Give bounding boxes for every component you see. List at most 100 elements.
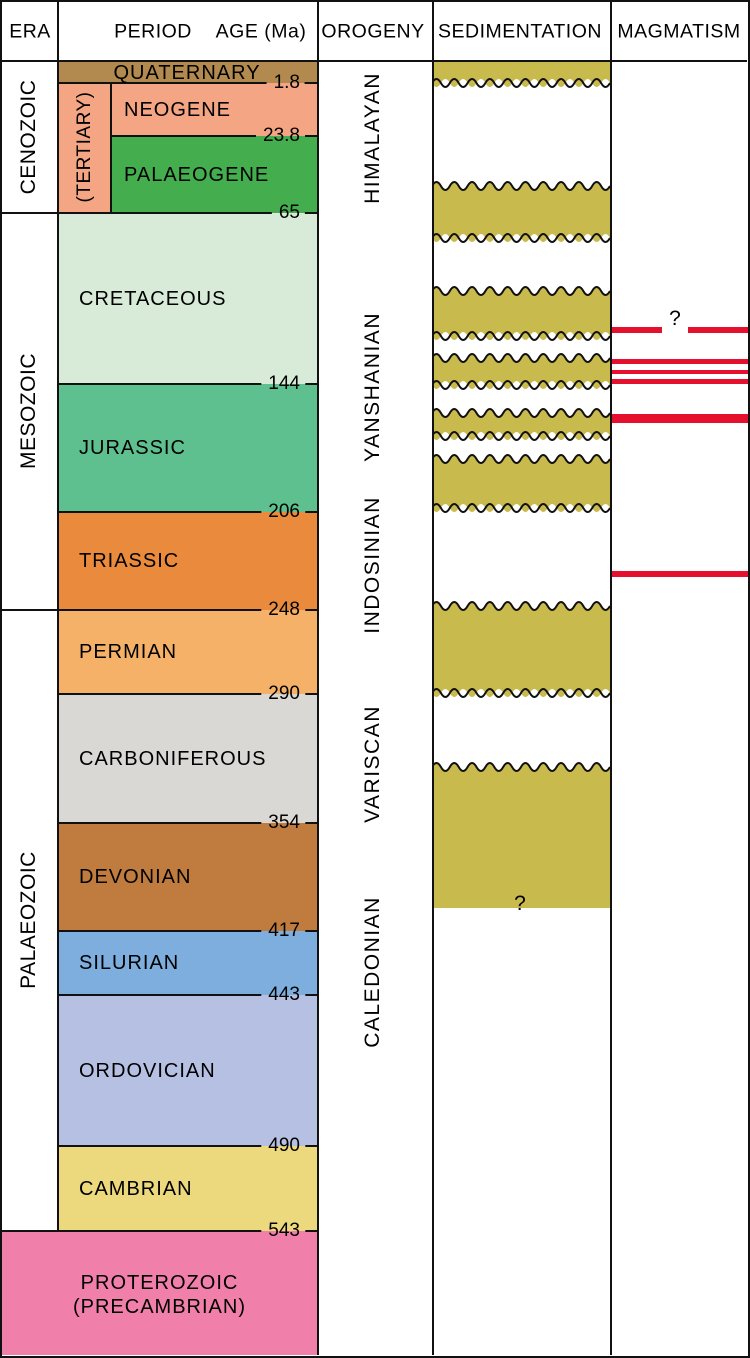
divider-horizontal <box>57 994 317 996</box>
magmatism-bar <box>611 379 748 384</box>
period-block-cambrian <box>57 1145 317 1230</box>
divider-vertical <box>57 2 59 1230</box>
divider-horizontal <box>57 511 317 513</box>
sediment-wavy-edge <box>432 181 610 191</box>
sediment-wavy-edge <box>432 331 610 341</box>
magmatism-question-mark: ? <box>662 306 688 333</box>
sediment-block <box>432 409 610 440</box>
header-period: PERIOD <box>114 20 192 43</box>
age-label-144: 144 <box>261 373 305 395</box>
divider-vertical <box>610 2 612 1355</box>
magmatism-bar <box>611 370 748 374</box>
sediment-block <box>432 354 610 389</box>
period-label-triassic: TRIASSIC <box>79 550 180 572</box>
period-block-jurassic <box>57 383 317 511</box>
period-block-palaeogene <box>110 135 317 212</box>
period-block-tertiary <box>57 82 110 212</box>
proterozoic-line1: PROTEROZOIC <box>80 1271 239 1294</box>
period-label-tertiary: (TERTIARY) <box>73 91 95 203</box>
header-age-ma: AGE (Ma) <box>215 20 307 43</box>
sediment-wavy-edge <box>432 454 610 464</box>
sediment-wavy-edge <box>432 762 610 772</box>
sediment-block <box>432 287 610 340</box>
header-era: ERA <box>9 20 51 43</box>
period-label-carboniferous: CARBONIFEROUS <box>79 747 267 770</box>
period-label-neogene: NEOGENE <box>124 98 232 121</box>
age-label-206: 206 <box>261 501 305 523</box>
sediment-wavy-edge <box>432 233 610 243</box>
divider-horizontal <box>57 609 317 611</box>
divider-horizontal <box>57 822 317 824</box>
period-block-proterozoic <box>2 1230 317 1355</box>
proterozoic-line2: (PRECAMBRIAN) <box>72 1295 246 1318</box>
divider-horizontal <box>57 1145 317 1147</box>
sediment-block <box>432 182 610 242</box>
sediment-wavy-edge <box>432 380 610 390</box>
sediment-question-mark: ? <box>514 892 526 915</box>
magmatism-bar <box>611 414 748 423</box>
period-block-ordovician <box>57 994 317 1145</box>
age-label-290: 290 <box>261 683 305 705</box>
age-label-248: 248 <box>261 599 305 621</box>
period-label-cretaceous: CRETACEOUS <box>79 287 227 310</box>
divider-vertical <box>432 2 434 1355</box>
divider-horizontal <box>57 82 317 84</box>
period-block-carboniferous <box>57 693 317 822</box>
sediment-wavy-edge <box>432 78 610 88</box>
period-block-devonian <box>57 822 317 930</box>
magmatism-bar <box>611 571 748 577</box>
period-block-quaternary <box>57 62 317 82</box>
divider-vertical <box>317 2 319 1355</box>
divider-horizontal <box>2 609 59 611</box>
divider-horizontal <box>57 383 317 385</box>
divider-horizontal <box>57 1230 317 1232</box>
sediment-block <box>432 602 610 697</box>
orogeny-label-caledonian: CALEDONIAN <box>361 896 384 1048</box>
sediment-block <box>432 455 610 512</box>
orogeny-label-indosinian: INDOSINIAN <box>361 496 384 634</box>
age-label-354: 354 <box>261 812 305 834</box>
period-label-jurassic: JURASSIC <box>79 437 186 459</box>
divider-horizontal <box>2 60 747 62</box>
divider-horizontal <box>57 212 317 214</box>
age-label-417: 417 <box>261 920 305 942</box>
period-label-devonian: DEVONIAN <box>79 866 192 888</box>
period-label-ordovician: ORDOVICIAN <box>79 1059 216 1082</box>
age-label-543: 543 <box>261 1220 305 1242</box>
period-label-quaternary: QUATERNARY <box>113 62 261 84</box>
age-label-23.8: 23.8 <box>256 125 305 147</box>
period-block-triassic <box>57 511 317 609</box>
period-label-proterozoic: PROTEROZOIC (PRECAMBRIAN) <box>2 1271 317 1319</box>
period-block-cretaceous <box>57 212 317 383</box>
sediment-wavy-edge <box>432 408 610 418</box>
period-label-permian: PERMIAN <box>79 641 178 663</box>
divider-horizontal <box>2 212 59 214</box>
header-magmatism: MAGMATISM <box>617 20 741 43</box>
era-label-cenozoic: CENOZOIC <box>17 79 40 195</box>
divider-horizontal <box>57 930 317 932</box>
header-sedimentation: SEDIMENTATION <box>438 20 602 43</box>
header-orogeny: OROGENY <box>321 20 425 43</box>
sediment-wavy-edge <box>432 286 610 296</box>
period-label-palaeogene: PALAEOGENE <box>124 163 270 186</box>
sedimentation-column <box>432 62 610 908</box>
sediment-wavy-edge <box>432 431 610 441</box>
period-block-permian <box>57 609 317 693</box>
era-label-mesozoic: MESOZOIC <box>17 352 40 469</box>
divider-horizontal <box>57 693 317 695</box>
magmatism-bar <box>611 359 748 364</box>
era-label-palaeozoic: PALAEOZOIC <box>17 850 40 989</box>
period-label-cambrian: CAMBRIAN <box>79 1177 193 1200</box>
sediment-wavy-edge <box>432 601 610 611</box>
sediment-block <box>432 763 610 908</box>
orogeny-label-variscan: VARISCAN <box>361 705 384 823</box>
age-label-490: 490 <box>261 1135 305 1157</box>
divider-vertical <box>110 82 112 212</box>
sediment-wavy-edge <box>432 503 610 513</box>
age-label-443: 443 <box>261 984 305 1006</box>
sediment-block <box>432 62 610 87</box>
sediment-wavy-edge <box>432 688 610 698</box>
sediment-wavy-edge <box>432 353 610 363</box>
orogeny-label-himalayan: HIMALAYAN <box>361 72 384 204</box>
